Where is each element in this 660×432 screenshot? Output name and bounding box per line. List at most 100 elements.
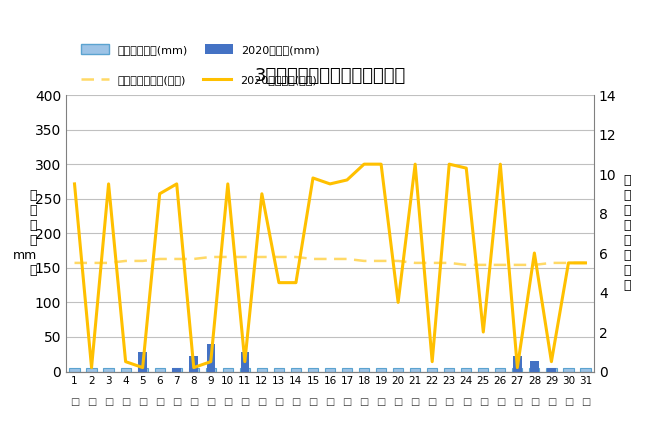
Bar [207, 344, 215, 372]
日照時間平年値(時間) [531, 262, 539, 267]
2020日照時間(時間) [309, 175, 317, 181]
Bar [189, 356, 198, 372]
Bar [206, 368, 216, 372]
2020日照時間(時間) [428, 359, 436, 364]
2020日照時間(時間) [224, 181, 232, 187]
Text: □: □ [513, 397, 522, 407]
日照時間平年値(時間) [547, 260, 555, 266]
2020日照時間(時間) [190, 365, 198, 370]
Bar [547, 368, 556, 372]
2020日照時間(時間) [71, 181, 79, 187]
Text: □: □ [172, 397, 182, 407]
日照時間平年値(時間) [446, 260, 453, 266]
Bar [530, 361, 539, 372]
日照時間平年値(時間) [207, 254, 215, 260]
2020日照時間(時間) [360, 162, 368, 167]
Bar [121, 368, 131, 372]
日照時間平年値(時間) [513, 262, 521, 267]
2020日照時間(時間) [292, 280, 300, 285]
2020日照時間(時間) [462, 165, 470, 171]
日照時間平年値(時間) [241, 254, 249, 260]
日照時間平年値(時間) [190, 256, 198, 261]
日照時間平年値(時間) [411, 260, 419, 266]
Bar [393, 368, 403, 372]
2020日照時間(時間) [105, 181, 113, 187]
Text: □: □ [461, 397, 471, 407]
Bar [513, 356, 521, 372]
日照時間平年値(時間) [105, 260, 113, 266]
2020日照時間(時間) [564, 260, 572, 266]
2020日照時間(時間) [258, 191, 266, 197]
Text: □: □ [223, 397, 232, 407]
Bar [222, 368, 233, 372]
日照時間平年値(時間) [581, 260, 589, 266]
Text: □: □ [546, 397, 556, 407]
Bar [580, 368, 591, 372]
Bar [154, 368, 165, 372]
Text: □: □ [275, 397, 284, 407]
Bar [86, 368, 96, 372]
2020日照時間(時間) [411, 162, 419, 167]
Bar [427, 368, 438, 372]
Bar [564, 368, 574, 372]
Bar [529, 368, 539, 372]
Text: □: □ [496, 397, 505, 407]
Bar [172, 368, 182, 372]
日照時間平年値(時間) [428, 260, 436, 266]
日照時間平年値(時間) [121, 258, 129, 264]
Text: □: □ [360, 397, 369, 407]
2020日照時間(時間) [513, 365, 521, 370]
Text: □: □ [325, 397, 335, 407]
日照時間平年値(時間) [343, 256, 351, 261]
日照時間平年値(時間) [292, 254, 300, 260]
Text: □: □ [104, 397, 114, 407]
Text: □: □ [70, 397, 79, 407]
Bar [241, 352, 249, 372]
Text: □: □ [445, 397, 454, 407]
日照時間平年値(時間) [394, 258, 402, 264]
日照時間平年値(時間) [258, 254, 266, 260]
Line: 2020日照時間(時間): 2020日照時間(時間) [75, 164, 585, 368]
2020日照時間(時間) [394, 300, 402, 305]
Text: □: □ [155, 397, 164, 407]
Text: □: □ [530, 397, 539, 407]
2020日照時間(時間) [173, 181, 181, 187]
Bar [342, 368, 352, 372]
Bar [137, 368, 148, 372]
Bar [376, 368, 386, 372]
Bar [308, 368, 318, 372]
2020日照時間(時間) [446, 162, 453, 167]
日照時間平年値(時間) [173, 256, 181, 261]
Bar [257, 368, 267, 372]
Text: □: □ [343, 397, 352, 407]
Bar [172, 368, 181, 372]
Text: □: □ [138, 397, 147, 407]
Bar [546, 368, 556, 372]
Bar [189, 368, 199, 372]
日照時間平年値(時間) [496, 262, 504, 267]
Bar [478, 368, 488, 372]
Text: □: □ [189, 397, 199, 407]
2020日照時間(時間) [479, 330, 487, 335]
Legend: 日照時間平年値(時間), 2020日照時間(時間): 日照時間平年値(時間), 2020日照時間(時間) [77, 70, 321, 90]
Bar [512, 368, 523, 372]
Text: □: □ [478, 397, 488, 407]
2020日照時間(時間) [581, 260, 589, 266]
Text: □: □ [428, 397, 437, 407]
2020日照時間(時間) [496, 162, 504, 167]
2020日照時間(時間) [121, 359, 129, 364]
Bar [104, 368, 114, 372]
Text: □: □ [206, 397, 215, 407]
Text: □: □ [291, 397, 300, 407]
2020日照時間(時間) [139, 365, 147, 370]
日照時間平年値(時間) [309, 256, 317, 261]
日照時間平年値(時間) [88, 260, 96, 266]
Bar [69, 368, 80, 372]
Bar [139, 352, 147, 372]
2020日照時間(時間) [156, 191, 164, 197]
Y-axis label: 降
水
量
（
mm
）: 降 水 量 （ mm ） [13, 189, 37, 277]
Text: □: □ [393, 397, 403, 407]
2020日照時間(時間) [547, 359, 555, 364]
Bar [325, 368, 335, 372]
Bar [495, 368, 506, 372]
